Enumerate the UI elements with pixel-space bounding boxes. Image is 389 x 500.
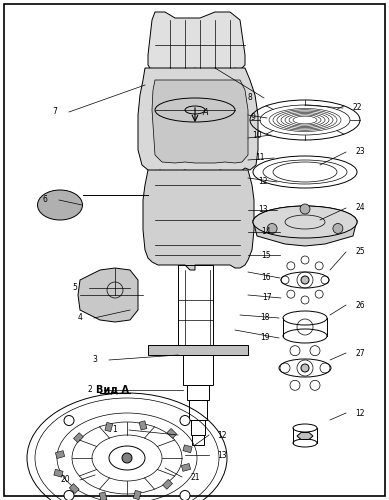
Polygon shape: [297, 432, 313, 440]
Ellipse shape: [37, 190, 82, 220]
Text: 10: 10: [252, 130, 262, 140]
Bar: [55, 450, 65, 458]
Bar: [189, 400, 207, 420]
Text: 22: 22: [352, 104, 362, 112]
Text: 8: 8: [248, 94, 252, 102]
Text: 12: 12: [217, 430, 227, 440]
Circle shape: [64, 416, 74, 426]
Circle shape: [301, 276, 309, 284]
Text: 4: 4: [77, 314, 82, 322]
Bar: [139, 421, 147, 430]
Text: 7: 7: [53, 108, 58, 116]
Polygon shape: [148, 12, 245, 72]
Bar: [178, 265, 213, 345]
Bar: [181, 464, 191, 471]
Text: 1: 1: [113, 426, 117, 434]
Bar: [148, 345, 248, 355]
Bar: [192, 435, 204, 445]
Text: 14: 14: [261, 228, 271, 236]
Circle shape: [122, 453, 132, 463]
Text: 13: 13: [217, 450, 227, 460]
Polygon shape: [138, 68, 258, 173]
Text: 13: 13: [258, 206, 268, 214]
Polygon shape: [253, 220, 357, 246]
Text: 9: 9: [251, 114, 256, 122]
Text: 6: 6: [42, 196, 47, 204]
Text: 2: 2: [88, 386, 92, 394]
Bar: [54, 470, 63, 477]
Text: 15: 15: [261, 250, 271, 260]
Text: 25: 25: [355, 248, 365, 256]
Text: 23: 23: [355, 148, 365, 156]
Circle shape: [267, 224, 277, 234]
Polygon shape: [143, 170, 254, 270]
Circle shape: [333, 224, 343, 234]
Text: 21: 21: [190, 472, 200, 482]
Text: 19: 19: [260, 334, 270, 342]
Bar: [99, 492, 107, 500]
Text: 20: 20: [60, 476, 70, 484]
Text: 5: 5: [73, 284, 77, 292]
Text: 16: 16: [261, 274, 271, 282]
Text: 18: 18: [260, 314, 270, 322]
Circle shape: [180, 416, 190, 426]
Bar: [191, 420, 205, 435]
Circle shape: [300, 204, 310, 214]
Bar: [187, 385, 209, 400]
Circle shape: [180, 490, 190, 500]
Circle shape: [64, 490, 74, 500]
Text: 24: 24: [355, 204, 365, 212]
Bar: [74, 432, 83, 442]
Bar: [69, 484, 79, 494]
Bar: [167, 428, 177, 438]
Text: А: А: [202, 108, 208, 117]
Text: 11: 11: [255, 154, 265, 162]
Ellipse shape: [253, 206, 357, 238]
Bar: [133, 490, 141, 500]
Text: 26: 26: [355, 300, 365, 310]
Ellipse shape: [253, 206, 357, 238]
Circle shape: [301, 364, 309, 372]
Bar: [183, 355, 213, 385]
Bar: [105, 422, 113, 432]
Text: Вид А: Вид А: [96, 385, 130, 395]
Text: 27: 27: [355, 348, 365, 358]
Text: 17: 17: [262, 294, 272, 302]
Polygon shape: [78, 268, 138, 322]
Text: 12: 12: [355, 408, 365, 418]
Text: 3: 3: [93, 356, 97, 364]
Bar: [163, 480, 172, 490]
Polygon shape: [152, 80, 248, 163]
Bar: [183, 445, 192, 452]
Text: 12: 12: [258, 178, 268, 186]
